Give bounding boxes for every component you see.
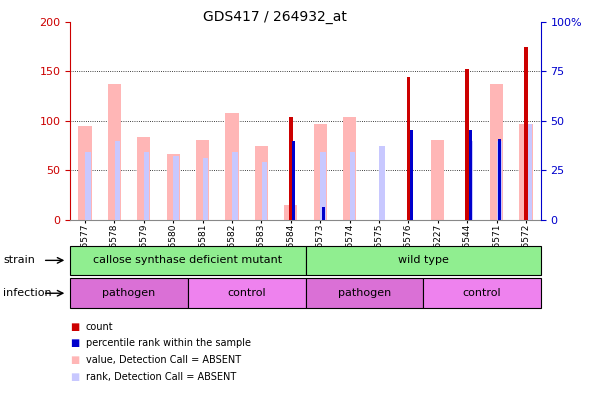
Bar bbox=[466, 69, 469, 220]
Text: callose synthase deficient mutant: callose synthase deficient mutant bbox=[93, 255, 282, 265]
Bar bbox=[524, 46, 528, 220]
Bar bbox=[379, 145, 384, 220]
Text: rank, Detection Call = ABSENT: rank, Detection Call = ABSENT bbox=[86, 371, 236, 382]
Bar bbox=[321, 152, 326, 220]
Bar bbox=[306, 278, 423, 308]
Bar bbox=[225, 113, 239, 220]
Bar bbox=[137, 137, 150, 220]
Bar bbox=[289, 117, 293, 220]
Bar bbox=[423, 278, 541, 308]
Text: infection: infection bbox=[3, 288, 52, 298]
Bar bbox=[174, 156, 179, 220]
Bar bbox=[306, 246, 541, 275]
Bar bbox=[519, 124, 533, 220]
Bar bbox=[431, 139, 444, 220]
Bar bbox=[188, 278, 306, 308]
Text: control: control bbox=[227, 288, 266, 298]
Bar bbox=[284, 205, 298, 220]
Bar bbox=[526, 124, 532, 220]
Bar bbox=[115, 141, 120, 220]
Bar bbox=[410, 129, 413, 220]
Text: ■: ■ bbox=[70, 338, 79, 348]
Text: count: count bbox=[86, 322, 113, 332]
Bar bbox=[313, 124, 327, 220]
Text: ■: ■ bbox=[70, 371, 79, 382]
Bar bbox=[406, 77, 411, 220]
Text: pathogen: pathogen bbox=[338, 288, 391, 298]
Text: ■: ■ bbox=[70, 355, 79, 365]
Text: control: control bbox=[463, 288, 501, 298]
Bar bbox=[262, 162, 267, 220]
Text: percentile rank within the sample: percentile rank within the sample bbox=[86, 338, 251, 348]
Bar bbox=[498, 139, 501, 220]
Text: GDS417 / 264932_at: GDS417 / 264932_at bbox=[203, 10, 347, 24]
Bar bbox=[108, 84, 121, 220]
Bar bbox=[86, 152, 90, 220]
Text: ■: ■ bbox=[70, 322, 79, 332]
Bar bbox=[469, 129, 472, 220]
Bar bbox=[232, 152, 238, 220]
Bar bbox=[292, 141, 295, 220]
Bar bbox=[70, 278, 188, 308]
Bar bbox=[70, 246, 306, 275]
Bar bbox=[196, 139, 209, 220]
Bar bbox=[467, 141, 473, 220]
Bar bbox=[350, 152, 355, 220]
Text: pathogen: pathogen bbox=[103, 288, 156, 298]
Bar bbox=[490, 84, 503, 220]
Bar bbox=[203, 158, 208, 220]
Bar bbox=[321, 207, 324, 220]
Text: value, Detection Call = ABSENT: value, Detection Call = ABSENT bbox=[86, 355, 241, 365]
Bar bbox=[343, 117, 356, 220]
Text: strain: strain bbox=[3, 255, 35, 265]
Bar bbox=[78, 126, 92, 220]
Bar bbox=[167, 154, 180, 220]
Bar bbox=[144, 152, 149, 220]
Bar bbox=[497, 141, 502, 220]
Text: wild type: wild type bbox=[398, 255, 448, 265]
Bar bbox=[255, 145, 268, 220]
